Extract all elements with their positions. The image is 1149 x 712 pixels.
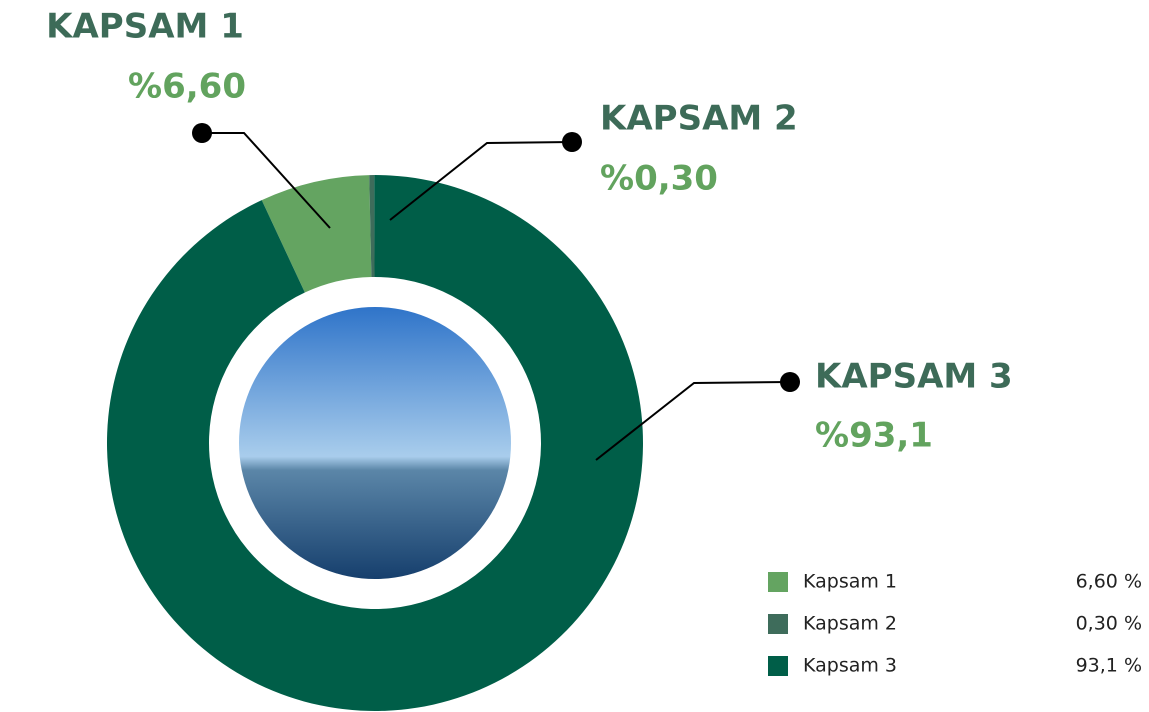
legend-swatch [768,656,788,676]
callout-dot [780,372,800,392]
legend-label: Kapsam 3 [803,655,897,677]
callout-value: %0,30 [600,159,718,199]
legend-value: 0,30 % [1076,613,1142,635]
callout-value: %6,60 [128,67,246,107]
legend-swatch [768,572,788,592]
callout-dot [562,132,582,152]
chart: KAPSAM 1 %6,60 KAPSAM 2 %0,30 KAPSAM 3 %… [0,0,1149,712]
center-photo [239,307,511,579]
callout-title: KAPSAM 2 [600,99,798,139]
legend: Kapsam 1 6,60 % Kapsam 2 0,30 % Kapsam 3 93,1… [768,571,1142,677]
legend-label: Kapsam 1 [803,571,897,593]
callout-title: KAPSAM 1 [46,7,244,47]
legend-label: Kapsam 2 [803,613,897,635]
legend-value: 93,1 % [1076,655,1142,677]
legend-value: 6,60 % [1076,571,1142,593]
callout-value: %93,1 [815,416,933,456]
legend-swatch [768,614,788,634]
callout-title: KAPSAM 3 [815,357,1013,397]
callout-dot [192,123,212,143]
